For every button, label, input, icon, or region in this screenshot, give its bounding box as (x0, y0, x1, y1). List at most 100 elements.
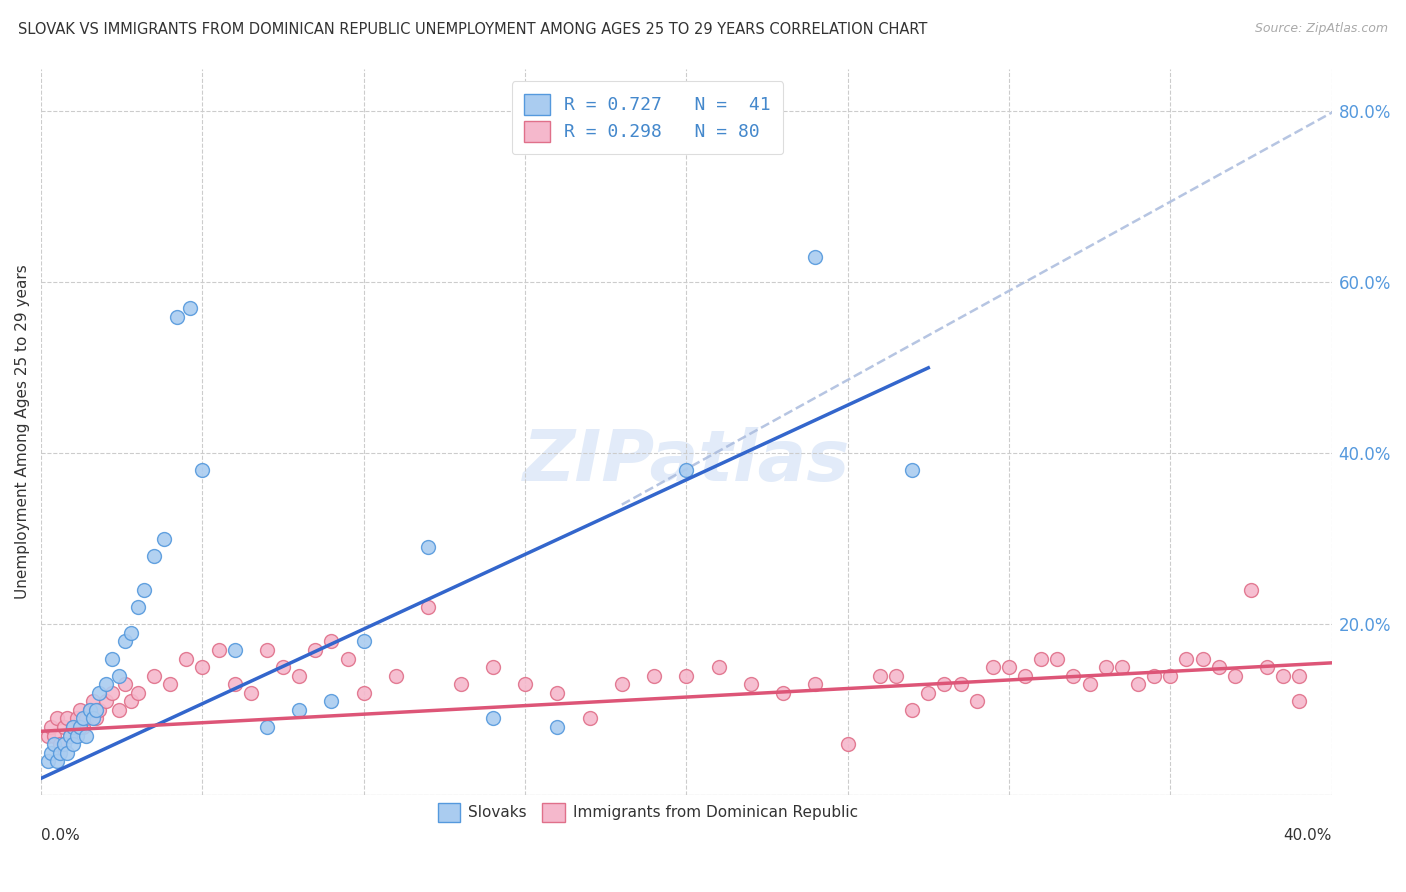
Point (179, 301, 201, 315)
Point (321, 694, 343, 708)
Point (1208, 660, 1230, 674)
Y-axis label: Unemployment Among Ages 25 to 29 years: Unemployment Among Ages 25 to 29 years (15, 265, 30, 599)
Point (1094, 660, 1116, 674)
Point (1046, 651, 1069, 665)
Point (65, 711, 87, 725)
Point (89, 703, 111, 717)
Point (46, 711, 69, 725)
Point (79, 703, 101, 717)
Point (1111, 660, 1133, 674)
Point (114, 634, 136, 648)
Point (336, 651, 359, 665)
Point (837, 737, 859, 751)
Point (643, 668, 665, 682)
Point (107, 703, 129, 717)
Point (37, 754, 59, 768)
Point (1078, 677, 1101, 691)
Point (62, 720, 84, 734)
Point (901, 703, 924, 717)
Point (75, 711, 97, 725)
Point (127, 600, 149, 615)
Point (56, 711, 79, 725)
Point (42, 737, 65, 751)
Point (62, 720, 84, 734)
Point (869, 668, 891, 682)
Legend: Slovaks, Immigrants from Dominican Republic: Slovaks, Immigrants from Dominican Repub… (432, 797, 863, 828)
Point (39, 746, 62, 760)
Point (1288, 694, 1310, 708)
Point (37, 729, 59, 743)
Point (804, 250, 827, 264)
Point (207, 643, 229, 657)
Point (69, 703, 91, 717)
Point (75, 729, 97, 743)
Text: 40.0%: 40.0% (1284, 828, 1331, 843)
Point (152, 532, 174, 546)
Point (49, 737, 72, 751)
Point (981, 660, 1004, 674)
Point (578, 711, 600, 725)
Point (1240, 583, 1263, 598)
Point (89, 686, 111, 700)
Point (513, 677, 536, 691)
Point (675, 668, 697, 682)
Point (884, 668, 907, 682)
Point (59, 729, 82, 743)
Point (107, 668, 129, 682)
Point (385, 668, 408, 682)
Point (84, 711, 107, 725)
Point (546, 686, 568, 700)
Point (610, 677, 633, 691)
Point (418, 600, 440, 615)
Point (1256, 660, 1278, 674)
Point (114, 677, 136, 691)
Point (134, 583, 156, 598)
Point (72, 720, 94, 734)
Point (65, 729, 87, 743)
Point (101, 686, 124, 700)
Point (1062, 668, 1084, 682)
Point (82, 711, 104, 725)
Point (450, 677, 472, 691)
Point (1143, 668, 1166, 682)
Point (120, 626, 142, 640)
Point (271, 660, 294, 674)
Point (191, 660, 214, 674)
Point (174, 651, 197, 665)
Point (52, 720, 75, 734)
Point (62, 737, 84, 751)
Point (1288, 668, 1310, 682)
Point (56, 746, 79, 760)
Point (1272, 668, 1295, 682)
Point (46, 754, 69, 768)
Point (288, 703, 311, 717)
Point (1014, 668, 1036, 682)
Point (304, 643, 326, 657)
Point (82, 694, 104, 708)
Point (934, 677, 956, 691)
Point (49, 746, 72, 760)
Point (1175, 651, 1198, 665)
Point (59, 729, 82, 743)
Point (288, 668, 311, 682)
Point (224, 677, 246, 691)
Point (191, 463, 214, 477)
Text: 0.0%: 0.0% (41, 828, 80, 843)
Point (69, 720, 91, 734)
Point (224, 643, 246, 657)
Text: SLOVAK VS IMMIGRANTS FROM DOMINICAN REPUBLIC UNEMPLOYMENT AMONG AGES 25 TO 29 YE: SLOVAK VS IMMIGRANTS FROM DOMINICAN REPU… (18, 22, 928, 37)
Point (52, 737, 75, 751)
Point (120, 694, 142, 708)
Point (804, 677, 827, 691)
Point (675, 463, 697, 477)
Point (1223, 668, 1246, 682)
Point (1126, 677, 1149, 691)
Point (418, 541, 440, 555)
Point (79, 703, 101, 717)
Point (39, 720, 62, 734)
Point (256, 643, 278, 657)
Point (481, 660, 503, 674)
Point (101, 651, 124, 665)
Point (740, 677, 762, 691)
Point (481, 711, 503, 725)
